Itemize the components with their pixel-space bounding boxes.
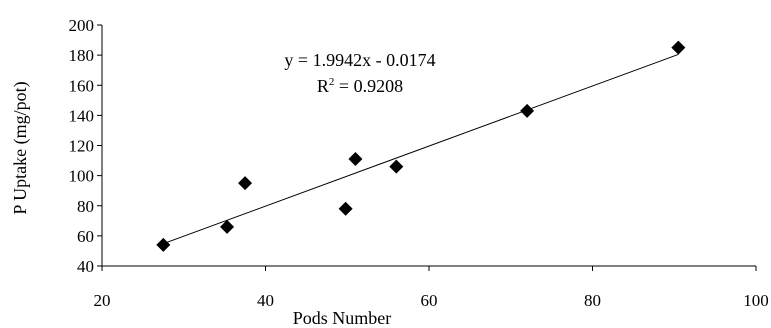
data-point: [156, 237, 171, 252]
y-tick-label: 140: [69, 106, 95, 125]
r-squared-label: R2 = 0.9208: [317, 76, 403, 96]
x-axis-title: Pods Number: [293, 308, 392, 328]
x-tick-label: 60: [421, 291, 438, 310]
trendline-equation: y = 1.9942x - 0.0174: [284, 50, 435, 70]
data-point: [338, 201, 353, 216]
y-tick-label: 100: [69, 167, 95, 186]
data-point: [348, 152, 363, 167]
y-tick-label: 180: [69, 46, 95, 65]
y-tick-label: 40: [77, 257, 94, 276]
r-squared-prefix: R: [317, 76, 329, 96]
y-tick-label: 200: [69, 16, 95, 35]
data-point: [238, 176, 253, 191]
y-axis-title: P Uptake (mg/pot): [10, 81, 31, 214]
x-tick-label: 100: [743, 291, 769, 310]
trendline: [163, 53, 679, 245]
x-axis-ticks: 20 40 60 80 100: [94, 266, 769, 310]
x-tick-label: 20: [94, 291, 111, 310]
r-squared-value: = 0.9208: [334, 76, 403, 96]
x-tick-label: 40: [257, 291, 274, 310]
data-point: [671, 40, 686, 55]
data-point: [220, 219, 235, 234]
data-point: [389, 159, 404, 174]
y-tick-label: 120: [69, 137, 95, 156]
y-tick-label: 160: [69, 76, 95, 95]
y-axis-ticks: 40 60 80 100 120 140 160 180 200: [69, 16, 102, 276]
data-points: [156, 40, 686, 252]
x-tick-label: 80: [584, 291, 601, 310]
data-point: [520, 103, 535, 118]
y-tick-label: 80: [77, 197, 94, 216]
r-squared-superscript: 2: [329, 76, 335, 88]
y-tick-label: 60: [77, 227, 94, 246]
